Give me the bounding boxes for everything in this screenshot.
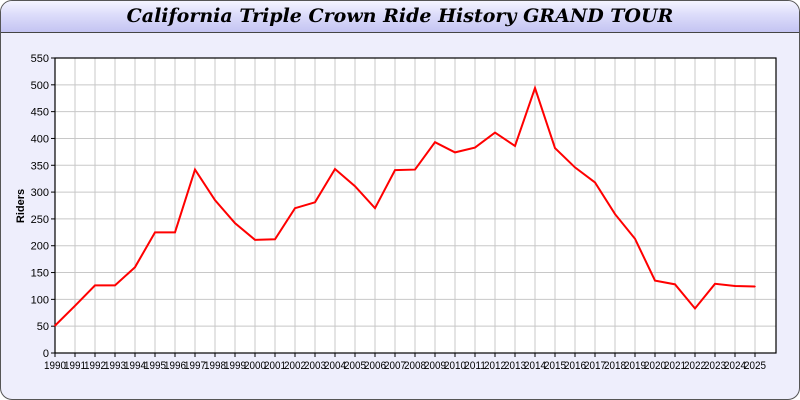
data-point bbox=[54, 324, 56, 327]
x-tick-label: 2021 bbox=[664, 360, 686, 372]
data-point bbox=[474, 146, 476, 149]
data-point bbox=[274, 238, 276, 241]
data-point bbox=[174, 231, 176, 234]
x-tick-label: 2012 bbox=[484, 360, 506, 372]
x-tick-label: 2005 bbox=[344, 360, 366, 372]
data-point bbox=[694, 307, 696, 310]
x-tick-label: 2018 bbox=[604, 360, 626, 372]
y-tick-label: 450 bbox=[31, 107, 49, 119]
title-bar: California Triple Crown Ride History GRA… bbox=[1, 1, 799, 33]
y-tick-label: 350 bbox=[31, 160, 49, 172]
data-point bbox=[614, 213, 616, 215]
data-point bbox=[354, 185, 356, 187]
x-tick-label: 2013 bbox=[504, 360, 526, 372]
data-point bbox=[574, 166, 576, 169]
x-tick-label: 1995 bbox=[144, 360, 166, 372]
data-point bbox=[434, 141, 436, 144]
data-point bbox=[534, 87, 536, 89]
data-point bbox=[754, 285, 756, 288]
data-point bbox=[594, 181, 596, 184]
data-point bbox=[134, 266, 136, 268]
x-tick-label: 2023 bbox=[704, 360, 726, 372]
x-tick-label: 2003 bbox=[304, 360, 326, 372]
data-point bbox=[714, 283, 716, 285]
y-tick-label: 500 bbox=[31, 80, 49, 92]
data-point bbox=[194, 168, 196, 171]
x-tick-label: 1996 bbox=[164, 360, 186, 372]
x-tick-label: 2010 bbox=[444, 360, 466, 372]
x-tick-label: 2011 bbox=[464, 360, 486, 372]
x-tick-label: 2025 bbox=[744, 360, 766, 372]
data-point bbox=[254, 239, 256, 241]
x-tick-label: 2008 bbox=[404, 360, 426, 372]
data-point bbox=[454, 151, 456, 154]
data-point bbox=[494, 131, 496, 134]
data-point bbox=[414, 168, 416, 171]
y-tick-label: 50 bbox=[37, 321, 49, 333]
data-point bbox=[654, 279, 656, 282]
data-point bbox=[94, 284, 96, 287]
y-axis-label: Riders bbox=[15, 189, 27, 223]
y-tick-label: 250 bbox=[31, 214, 49, 226]
data-point bbox=[314, 201, 316, 204]
x-tick-label: 2004 bbox=[324, 360, 346, 372]
data-point bbox=[334, 168, 336, 170]
x-tick-label: 1990 bbox=[44, 360, 66, 372]
data-point bbox=[514, 145, 516, 147]
x-tick-label: 2016 bbox=[564, 360, 586, 372]
data-point bbox=[394, 169, 396, 171]
data-point bbox=[634, 237, 636, 240]
y-tick-label: 300 bbox=[31, 187, 49, 199]
data-point bbox=[74, 305, 76, 307]
x-tick-label: 2024 bbox=[724, 360, 746, 372]
data-point bbox=[374, 207, 376, 209]
data-point bbox=[674, 283, 676, 286]
data-point bbox=[734, 285, 736, 287]
x-tick-label: 2007 bbox=[384, 360, 406, 372]
x-tick-label: 2014 bbox=[524, 360, 546, 372]
y-tick-label: 100 bbox=[31, 294, 49, 306]
y-tick-label: 400 bbox=[31, 133, 49, 145]
series-line bbox=[54, 84, 756, 327]
x-tick-label: 2022 bbox=[684, 360, 706, 372]
series bbox=[54, 84, 756, 327]
x-tick-label: 1997 bbox=[184, 360, 206, 372]
y-tick-label: 150 bbox=[31, 268, 49, 280]
x-tick-label: 2009 bbox=[424, 360, 446, 372]
x-tick-label: 1993 bbox=[104, 360, 126, 372]
x-tick-label: 1992 bbox=[84, 360, 106, 372]
x-tick-label: 1994 bbox=[124, 360, 146, 372]
data-point bbox=[294, 207, 296, 209]
y-tick-label: 200 bbox=[31, 241, 49, 253]
x-tick-label: 1991 bbox=[64, 360, 86, 372]
axes: 0501001502002503003504004505005501990199… bbox=[31, 53, 777, 372]
data-point bbox=[554, 147, 556, 149]
x-tick-label: 2006 bbox=[364, 360, 386, 372]
chart-title: California Triple Crown Ride History GRA… bbox=[126, 5, 674, 27]
data-point bbox=[154, 231, 156, 234]
x-tick-label: 2020 bbox=[644, 360, 666, 372]
y-tick-label: 550 bbox=[31, 53, 49, 65]
x-tick-label: 2017 bbox=[584, 360, 606, 372]
x-tick-label: 2001 bbox=[264, 360, 286, 372]
y-tick-label: 0 bbox=[43, 348, 49, 360]
x-tick-label: 2019 bbox=[624, 360, 646, 372]
x-tick-label: 2015 bbox=[544, 360, 566, 372]
data-point bbox=[114, 284, 116, 287]
data-point bbox=[234, 222, 236, 224]
x-tick-label: 1998 bbox=[204, 360, 226, 372]
data-point bbox=[214, 199, 216, 201]
plot-border bbox=[54, 57, 777, 354]
x-tick-label: 2002 bbox=[284, 360, 306, 372]
x-tick-label: 1999 bbox=[224, 360, 246, 372]
x-tick-label: 2000 bbox=[244, 360, 266, 372]
